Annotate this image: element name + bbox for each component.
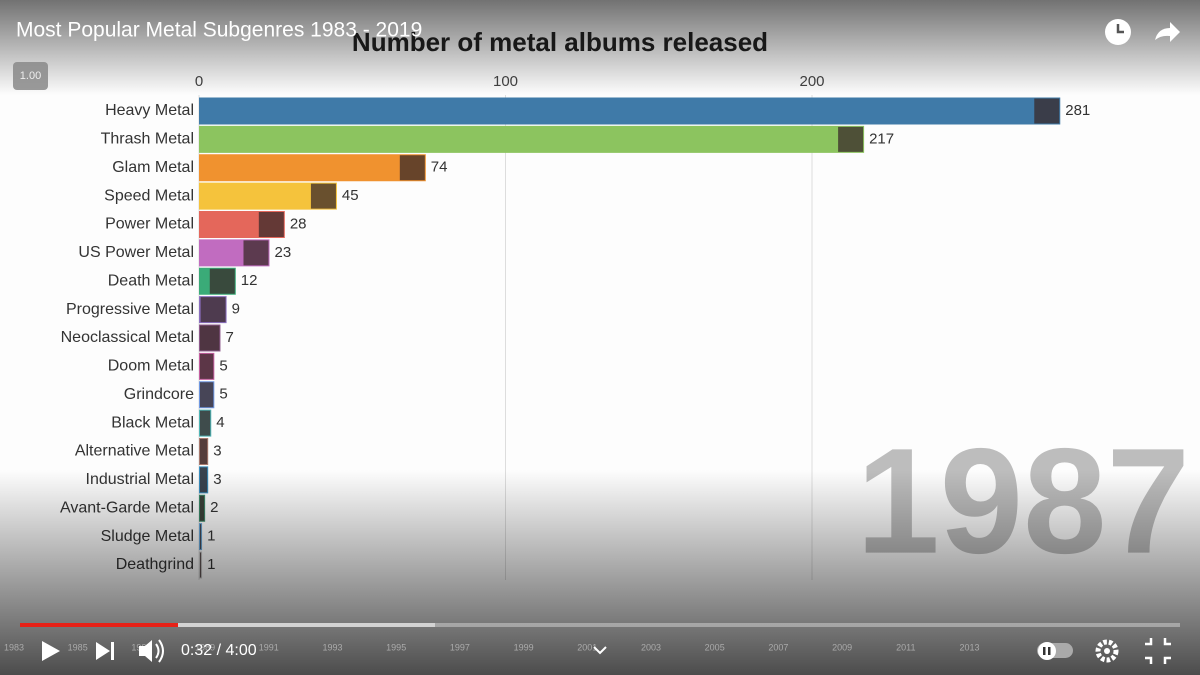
category-label: Death Metal [108, 272, 194, 289]
album-thumb [200, 297, 226, 323]
category-label: Speed Metal [104, 187, 194, 204]
value-label: 217 [869, 130, 894, 147]
timeline-year: 1997 [450, 642, 470, 652]
timeline: 1983198519871989199119931995199719992001… [4, 642, 980, 652]
category-label: Power Metal [105, 216, 194, 233]
timeline-year: 1991 [259, 642, 279, 652]
album-thumb [243, 240, 269, 266]
chapter-toggle[interactable] [593, 646, 607, 655]
timeline-year: 1993 [322, 642, 342, 652]
bar [199, 97, 1061, 125]
album-thumb [209, 268, 235, 294]
share-icon[interactable] [1155, 22, 1180, 42]
album-thumb [399, 155, 425, 181]
album-thumb [200, 382, 214, 408]
timeline-year: 2003 [641, 642, 661, 652]
timeline-year: 2005 [705, 642, 725, 652]
settings-button[interactable] [1095, 639, 1119, 663]
speed-badge[interactable] [13, 62, 48, 90]
next-button[interactable] [96, 642, 114, 660]
album-thumb [310, 183, 336, 209]
value-label: 45 [342, 187, 359, 204]
volume-button[interactable] [139, 639, 164, 663]
timeline-year: 1983 [4, 642, 24, 652]
album-thumb [838, 126, 864, 152]
value-label: 74 [431, 159, 448, 176]
value-label: 5 [219, 357, 227, 374]
category-label: Doom Metal [108, 358, 194, 375]
album-thumb [1034, 98, 1060, 124]
progress-buffer [20, 623, 435, 627]
album-thumb [200, 410, 211, 436]
category-label: Heavy Metal [105, 102, 194, 119]
category-label: Alternative Metal [75, 443, 194, 460]
timeline-year: 2013 [959, 642, 979, 652]
category-label: Glam Metal [112, 159, 194, 176]
album-thumb [200, 439, 208, 464]
time-display: 0:32 / 4:00 [181, 642, 257, 659]
speed-label: 1.00 [20, 70, 41, 82]
timeline-year: 1999 [514, 642, 534, 652]
timeline-year: 2011 [896, 642, 915, 652]
fullscreen-exit[interactable] [1145, 638, 1171, 664]
category-label: Thrash Metal [101, 131, 194, 148]
timeline-year: 1989 [195, 642, 215, 652]
value-label: 281 [1065, 102, 1090, 119]
timeline-year: 2001 [577, 642, 597, 652]
play-button[interactable] [42, 641, 60, 661]
category-label: Black Metal [111, 414, 194, 431]
progress-track[interactable] [20, 623, 1180, 627]
category-label: US Power Metal [78, 244, 194, 261]
category-label: Progressive Metal [66, 301, 194, 318]
watch-later-icon[interactable] [1105, 19, 1131, 45]
value-label: 12 [241, 272, 258, 289]
autoplay-toggle[interactable] [1037, 642, 1073, 660]
bar [199, 125, 865, 153]
value-label: 4 [216, 414, 224, 431]
value-label: 28 [290, 215, 307, 232]
value-label: 7 [225, 329, 233, 346]
category-label: Neoclassical Metal [61, 329, 194, 346]
value-label: 9 [232, 301, 240, 318]
video-title[interactable]: Most Popular Metal Subgenres 1983 - 2019 [16, 19, 422, 42]
top-overlay [0, 0, 1200, 95]
timeline-year: 1995 [386, 642, 406, 652]
value-label: 5 [219, 386, 227, 403]
album-thumb [258, 212, 284, 237]
album-thumb [200, 353, 214, 379]
bottom-overlay [0, 470, 1200, 675]
timeline-year: 2007 [768, 642, 788, 652]
timeline-year: 2009 [832, 642, 852, 652]
timeline-year: 1985 [68, 642, 88, 652]
bar [199, 154, 426, 182]
value-label: 23 [274, 244, 291, 261]
album-thumb [200, 325, 220, 351]
value-label: 3 [213, 442, 221, 459]
category-label: Grindcore [124, 386, 194, 403]
progress-played [20, 623, 178, 627]
